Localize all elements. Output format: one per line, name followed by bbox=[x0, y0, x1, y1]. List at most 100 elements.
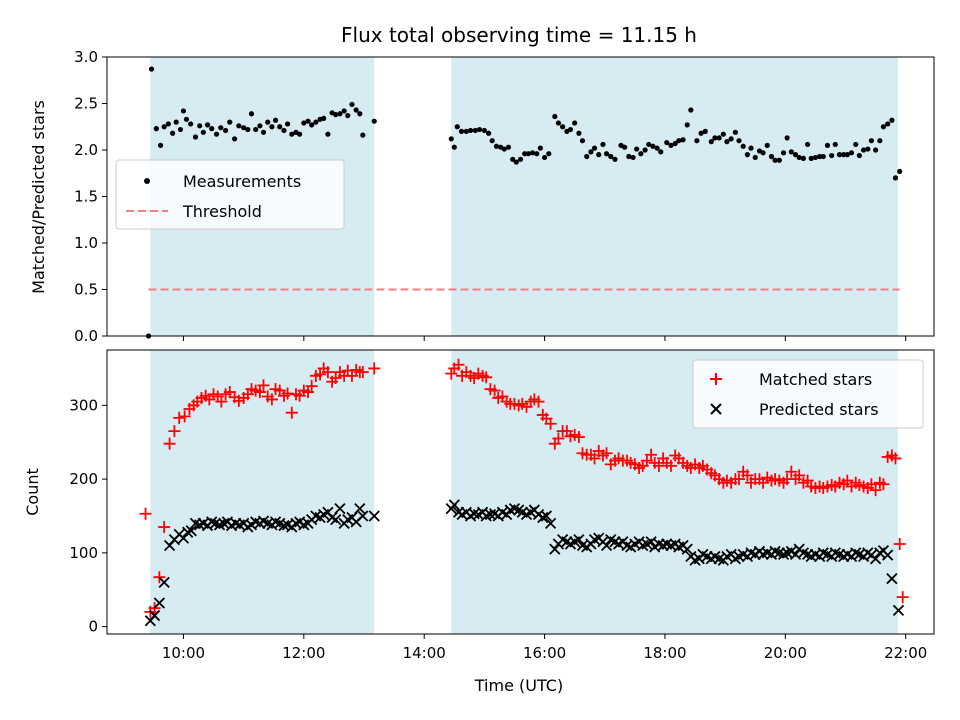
measurement-point bbox=[353, 107, 359, 113]
matched-star-point bbox=[893, 538, 906, 551]
legend-measurements-marker bbox=[144, 178, 150, 184]
matched-star-point bbox=[600, 447, 613, 460]
measurement-point bbox=[808, 155, 814, 161]
measurement-point bbox=[630, 154, 636, 161]
measurement-point bbox=[284, 121, 291, 127]
measurement-point bbox=[728, 136, 734, 142]
bottom-axes-frame bbox=[106, 349, 935, 635]
measurement-point bbox=[245, 126, 251, 133]
measurement-point bbox=[510, 156, 516, 162]
measurement-point bbox=[836, 152, 843, 158]
predicted-star-point bbox=[368, 510, 380, 522]
measurement-point bbox=[654, 145, 660, 151]
measurement-point bbox=[600, 141, 606, 148]
measurement-point bbox=[612, 156, 618, 162]
legend-matched-marker bbox=[710, 373, 722, 385]
measurement-point bbox=[736, 138, 742, 144]
measurement-point bbox=[337, 111, 343, 117]
matched-star-point bbox=[215, 395, 228, 408]
top-ytick-label: 2.5 bbox=[74, 95, 98, 113]
measurement-point bbox=[485, 130, 492, 136]
measurement-point bbox=[646, 141, 652, 148]
measurement-point bbox=[213, 131, 220, 137]
matched-star-point bbox=[652, 459, 665, 472]
measurement-point bbox=[289, 131, 295, 137]
measurement-point bbox=[451, 144, 457, 150]
predicted-star-point bbox=[882, 549, 894, 561]
measurement-point bbox=[529, 150, 536, 156]
measurement-point bbox=[173, 119, 179, 125]
measurement-point bbox=[702, 128, 708, 134]
measurement-point bbox=[157, 142, 164, 148]
measurement-point bbox=[236, 123, 242, 129]
measurement-point bbox=[772, 157, 778, 163]
predicted-star-point bbox=[600, 539, 613, 552]
measurement-point bbox=[248, 111, 255, 117]
measurement-point bbox=[555, 120, 562, 126]
measurement-point bbox=[333, 112, 339, 118]
predicted-star-point bbox=[645, 536, 657, 548]
bottom-xtick-label: 16:00 bbox=[523, 644, 566, 662]
measurement-point bbox=[257, 123, 263, 129]
measurement-point bbox=[476, 126, 483, 133]
measurement-point bbox=[537, 145, 543, 151]
matched-star-point bbox=[869, 484, 882, 497]
top-ytick-label: 2.0 bbox=[74, 141, 98, 159]
matched-star-point bbox=[158, 521, 171, 534]
measurement-point bbox=[892, 175, 899, 181]
bottom-ytick-label: 300 bbox=[69, 396, 98, 414]
measurement-point bbox=[305, 118, 311, 124]
bottom-legend-box bbox=[692, 359, 924, 429]
measurement-point bbox=[513, 159, 519, 165]
matched-star-point bbox=[785, 465, 798, 478]
predicted-star-point bbox=[892, 604, 905, 617]
measurement-point bbox=[241, 125, 247, 131]
measurement-point bbox=[868, 138, 875, 144]
predicted-star-point bbox=[330, 514, 342, 526]
predicted-star-point bbox=[185, 525, 197, 537]
measurement-point bbox=[841, 152, 847, 158]
measurement-point bbox=[501, 146, 507, 152]
bottom-ytick-label: 200 bbox=[69, 470, 98, 488]
measurement-point bbox=[576, 130, 582, 136]
measurement-point bbox=[805, 141, 811, 148]
measurement-point bbox=[572, 120, 578, 126]
top-ytick-label: 0.5 bbox=[74, 281, 98, 299]
measurement-point bbox=[345, 112, 351, 119]
measurement-point bbox=[588, 149, 594, 155]
top-legend-box bbox=[115, 159, 345, 230]
legend-predicted-label: Predicted stars bbox=[759, 400, 879, 419]
top-observing-span-1 bbox=[451, 57, 898, 336]
measurement-point bbox=[222, 127, 229, 134]
bottom-legend: Matched stars Predicted stars bbox=[692, 359, 924, 429]
measurement-point bbox=[664, 139, 670, 146]
measurement-point bbox=[694, 138, 700, 144]
predicted-star-point bbox=[148, 609, 161, 622]
legend-measurements-label: Measurements bbox=[183, 172, 301, 191]
matched-star-point bbox=[178, 410, 191, 423]
matched-star-point bbox=[163, 437, 176, 450]
matched-star-point bbox=[572, 431, 585, 444]
measurement-point bbox=[232, 136, 238, 142]
measurement-point bbox=[672, 140, 678, 147]
top-ylabel: Matched/Predicted stars bbox=[29, 100, 48, 294]
matched-star-point bbox=[257, 379, 270, 392]
measurement-point bbox=[732, 129, 738, 135]
predicted-star-point bbox=[218, 517, 230, 529]
predicted-star-point bbox=[549, 543, 561, 555]
measurement-point bbox=[472, 127, 478, 134]
measurement-point bbox=[458, 128, 465, 134]
measurement-point bbox=[204, 122, 211, 128]
measurement-point bbox=[265, 119, 271, 125]
measurement-point bbox=[489, 138, 495, 144]
measurement-point bbox=[832, 141, 838, 148]
matched-star-point bbox=[896, 591, 909, 604]
measurement-point bbox=[579, 138, 586, 144]
measurement-point bbox=[277, 124, 283, 130]
measurement-point bbox=[889, 117, 895, 123]
measurement-point bbox=[716, 135, 722, 141]
measurement-point bbox=[768, 153, 775, 160]
measurement-point bbox=[780, 150, 787, 156]
measurement-point bbox=[301, 120, 307, 126]
